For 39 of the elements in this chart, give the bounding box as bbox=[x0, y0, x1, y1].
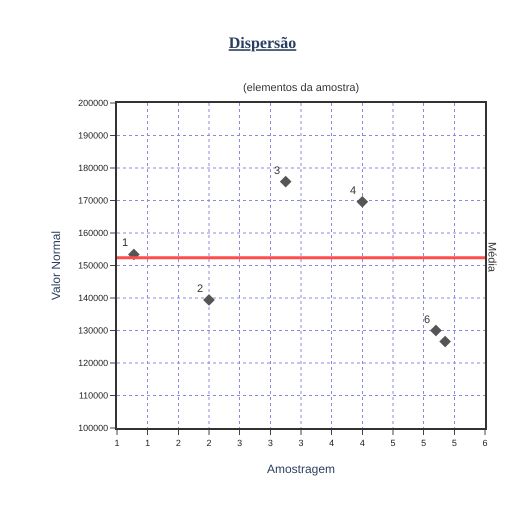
point bbox=[356, 196, 368, 208]
y-tick-label: 170000 bbox=[78, 196, 108, 206]
annotation: 3 bbox=[274, 165, 280, 177]
point bbox=[439, 336, 451, 348]
y-tick-label: 110000 bbox=[78, 390, 108, 401]
x-tick-label: 4 bbox=[360, 438, 365, 448]
y-tick-label: 120000 bbox=[78, 358, 108, 368]
x-tick-label: 3 bbox=[298, 438, 304, 448]
x-tick-label: 5 bbox=[390, 438, 396, 448]
point bbox=[280, 176, 292, 188]
y-tick-label: 160000 bbox=[78, 228, 108, 238]
chart-subtitle: (elementos da amostra) bbox=[243, 82, 360, 94]
x-tick-label: 2 bbox=[206, 438, 212, 448]
annotation: 6 bbox=[424, 314, 430, 326]
ref-line-label: Média bbox=[485, 242, 498, 273]
point bbox=[430, 324, 442, 336]
chart-title: Dispersão bbox=[228, 35, 296, 52]
y-tick-label: 190000 bbox=[78, 130, 108, 141]
x-tick-label: 2 bbox=[176, 438, 181, 448]
annotation: 4 bbox=[350, 185, 356, 197]
point bbox=[203, 294, 215, 306]
x-axis-title: Amostragem bbox=[266, 462, 336, 476]
y-tick-label: 130000 bbox=[78, 326, 108, 336]
x-tick-label: 3 bbox=[237, 438, 242, 448]
x-tick-label: 4 bbox=[329, 438, 334, 448]
annotation: 1 bbox=[122, 237, 128, 249]
y-tick-label: 150000 bbox=[78, 260, 108, 271]
x-tick-label: 6 bbox=[482, 438, 488, 448]
y-tick-label: 100000 bbox=[78, 423, 108, 434]
x-tick-label: 5 bbox=[421, 438, 426, 448]
y-tick-label: 200000 bbox=[78, 98, 108, 108]
x-tick-label: 1 bbox=[114, 438, 120, 448]
x-tick-label: 3 bbox=[268, 438, 273, 448]
y-tick-label: 180000 bbox=[78, 163, 108, 174]
x-tick-label: 5 bbox=[452, 438, 457, 448]
x-tick-label: 1 bbox=[145, 438, 150, 448]
y-axis-title: Valor Normal bbox=[48, 230, 63, 300]
y-tick-label: 140000 bbox=[78, 293, 108, 304]
annotation: 2 bbox=[197, 283, 204, 295]
